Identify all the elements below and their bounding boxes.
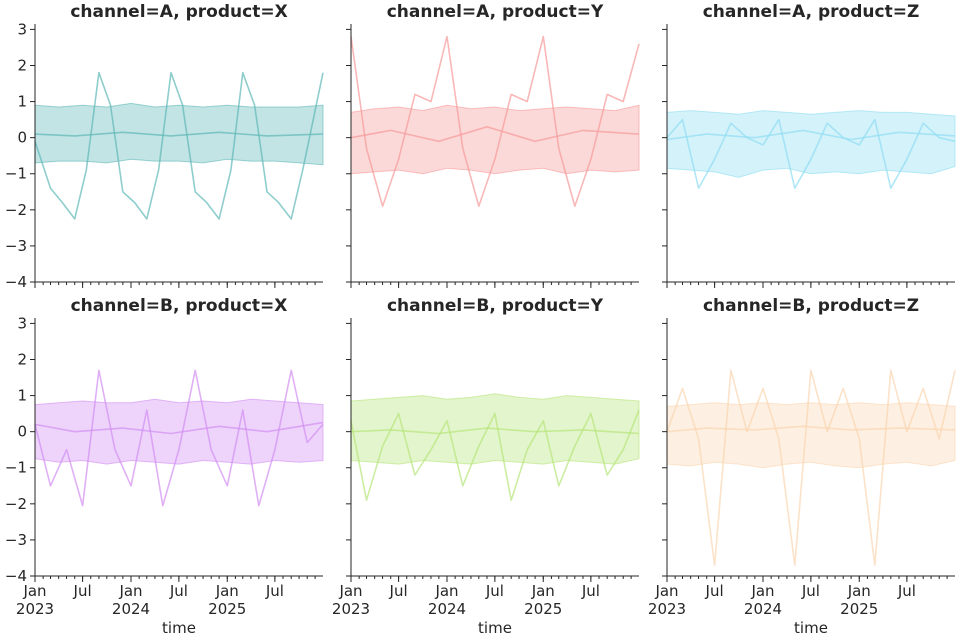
series-line-1 [34, 71, 324, 220]
series-line-1 [666, 369, 956, 567]
y-tick-label: 1 [17, 93, 27, 111]
x-tick-label: Jul [801, 582, 820, 600]
y-tick-label: 2 [17, 56, 27, 74]
series-line-2 [34, 131, 324, 137]
x-tick-label: Jan [750, 582, 774, 600]
panel-title: channel=B, product=Y [387, 296, 604, 316]
x-tick-year-label: 2024 [112, 600, 150, 618]
y-tick-label: 3 [17, 20, 27, 38]
x-axis-label: time [478, 619, 512, 637]
series-line-1 [350, 409, 640, 502]
y-tick-label: 3 [17, 314, 27, 332]
panel-title: channel=A, product=X [70, 2, 287, 22]
y-tick-label: 0 [17, 129, 27, 147]
facet-panel-2: channel=A, product=Y [346, 2, 640, 288]
facet-panel-3: channel=A, product=Z [662, 2, 956, 288]
y-tick-label: 1 [17, 387, 27, 405]
series-line-1 [666, 118, 956, 189]
y-tick-label: −3 [5, 531, 27, 549]
y-tick-label: −4 [5, 273, 27, 291]
x-tick-label: Jul [705, 582, 724, 600]
x-tick-label: Jan [434, 582, 458, 600]
x-tick-label: Jul [581, 582, 600, 600]
panel-title: channel=B, product=X [71, 296, 288, 316]
x-tick-label: Jan [847, 582, 871, 600]
x-tick-label: Jul [389, 582, 408, 600]
facet-panel-1: 3 2 1 0 −1 −2 −3 −4 channel=A, product=X [5, 2, 324, 291]
x-tick-label: Jan [531, 582, 555, 600]
confidence-band [34, 102, 324, 166]
y-tick-label: −1 [5, 459, 27, 477]
series-line-2 [350, 126, 640, 143]
x-tick-label: Jan [338, 582, 362, 600]
confidence-band [350, 104, 640, 175]
x-tick-label: Jan [654, 582, 678, 600]
series-line-2 [350, 427, 640, 435]
series-line-1 [350, 35, 640, 207]
x-tick-label: Jul [73, 582, 92, 600]
x-tick-label: Jul [169, 582, 188, 600]
panel-title: channel=B, product=Z [703, 296, 919, 316]
y-tick-label: −4 [5, 567, 27, 585]
y-tick-label: −2 [5, 495, 27, 513]
confidence-band [666, 110, 956, 178]
series-line-2 [666, 129, 956, 141]
x-tick-year-label: 2023 [16, 600, 54, 618]
x-tick-year-label: 2023 [648, 600, 686, 618]
x-tick-label: Jan [118, 582, 142, 600]
y-tick-label: −3 [5, 237, 27, 255]
x-axis-label: time [162, 619, 196, 637]
x-tick-label: Jul [485, 582, 504, 600]
y-tick-label: −2 [5, 201, 27, 219]
x-tick-year-label: 2024 [744, 600, 782, 618]
confidence-band [666, 402, 956, 469]
y-tick-label: −1 [5, 165, 27, 183]
x-tick-year-label: 2025 [208, 600, 246, 618]
series-line-1 [34, 369, 324, 507]
x-tick-year-label: 2023 [332, 600, 370, 618]
series-line-2 [34, 421, 324, 435]
x-tick-year-label: 2024 [428, 600, 466, 618]
panel-title: channel=A, product=Z [703, 2, 920, 22]
panel-title: channel=A, product=Y [387, 2, 604, 22]
x-tick-label: Jul [265, 582, 284, 600]
x-tick-label: Jan [22, 582, 46, 600]
x-tick-year-label: 2025 [524, 600, 562, 618]
y-tick-label: 0 [17, 423, 27, 441]
x-tick-label: Jan [215, 582, 239, 600]
x-tick-label: Jul [897, 582, 916, 600]
y-tick-label: 2 [17, 350, 27, 368]
x-axis-label: time [794, 619, 828, 637]
x-tick-year-label: 2025 [840, 600, 878, 618]
series-line-2 [666, 425, 956, 433]
